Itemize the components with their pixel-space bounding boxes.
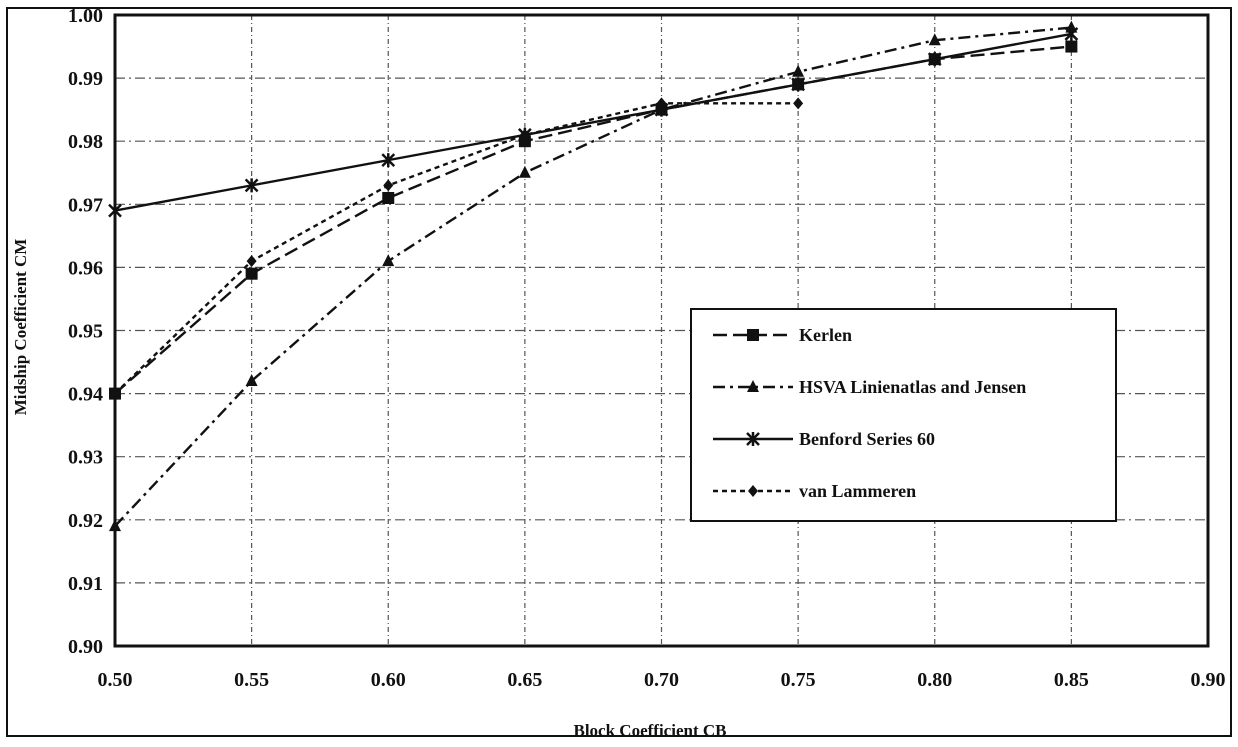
- x-tick-label: 0.60: [371, 669, 406, 691]
- x-tick-label: 0.75: [781, 669, 816, 691]
- data-point: [793, 97, 804, 110]
- y-tick-label: 1.00: [68, 5, 103, 27]
- series-lines: [108, 20, 1079, 532]
- x-tick-label: 0.70: [644, 669, 679, 691]
- y-tick-label: 0.94: [68, 384, 103, 406]
- data-point: [245, 373, 258, 386]
- x-tick-label: 0.65: [507, 669, 542, 691]
- x-tick-label: 0.55: [234, 669, 269, 691]
- legend-label: HSVA Linienatlas and Jensen: [799, 377, 1026, 397]
- legend-label: van Lammeren: [799, 481, 916, 501]
- y-tick-label: 0.92: [68, 510, 103, 532]
- data-point: [246, 255, 257, 268]
- y-tick-label: 0.98: [68, 131, 103, 153]
- data-point: [382, 254, 395, 267]
- data-point: [1064, 26, 1079, 41]
- y-tick-label: 0.93: [68, 447, 103, 469]
- data-point: [519, 128, 530, 141]
- x-tick-label: 0.85: [1054, 669, 1089, 691]
- axes: 0.50 0.55 0.60 0.65 0.70 0.75 0.80 0.85 0.90 0.90…: [68, 5, 1226, 691]
- data-point: [792, 64, 805, 77]
- data-point: [518, 165, 531, 178]
- data-point: [928, 33, 941, 46]
- y-tick-label: 0.91: [68, 573, 103, 595]
- data-point: [383, 179, 394, 192]
- y-tick-label: 0.97: [68, 194, 103, 216]
- data-point: [110, 387, 120, 400]
- data-point: [109, 519, 121, 532]
- x-tick-label: 0.80: [917, 669, 952, 691]
- data-point: [1065, 40, 1078, 53]
- plot-area-border: [113, 13, 1210, 648]
- x-axis-title: Block Coefficient CB: [574, 721, 727, 740]
- data-point: [108, 203, 122, 218]
- data-point: [791, 77, 806, 92]
- series-line: [114, 26, 1072, 527]
- y-tick-label: 0.96: [68, 257, 103, 279]
- y-tick-label: 0.99: [68, 68, 103, 90]
- data-point: [656, 97, 667, 110]
- y-tick-label: 0.95: [68, 321, 103, 343]
- legend-marker: [747, 329, 759, 341]
- x-tick-label: 0.50: [98, 669, 133, 691]
- legend-label: Benford Series 60: [799, 429, 935, 449]
- y-axis-title: Midship Coefficient CM: [11, 239, 30, 416]
- data-point: [244, 178, 259, 193]
- series-line: [114, 32, 1072, 212]
- legend-label: Kerlen: [799, 325, 852, 345]
- data-point: [382, 191, 395, 204]
- data-point: [381, 153, 396, 168]
- legend-marker: [746, 432, 760, 446]
- y-tick-label: 0.90: [68, 636, 103, 658]
- data-point: [927, 52, 942, 67]
- series-3: [110, 97, 804, 400]
- legend-marker: [747, 380, 759, 392]
- legend-marker: [748, 485, 758, 497]
- legend-box: [690, 308, 1117, 522]
- legend: Kerlen HSVA Linienatlas and Jensen Benford…: [690, 308, 1117, 522]
- data-point: [245, 267, 258, 280]
- x-tick-label: 0.90: [1191, 669, 1226, 691]
